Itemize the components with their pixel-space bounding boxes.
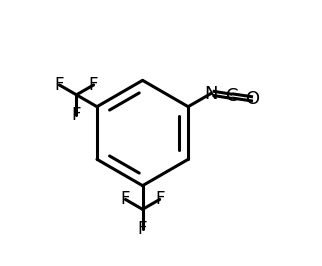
Text: O: O xyxy=(246,90,260,108)
Text: F: F xyxy=(89,76,98,94)
Text: F: F xyxy=(121,190,130,209)
Text: F: F xyxy=(72,106,81,124)
Text: C: C xyxy=(226,87,238,105)
Text: F: F xyxy=(155,190,165,209)
Text: F: F xyxy=(55,76,64,94)
Text: F: F xyxy=(138,220,147,238)
Text: N: N xyxy=(204,85,218,102)
